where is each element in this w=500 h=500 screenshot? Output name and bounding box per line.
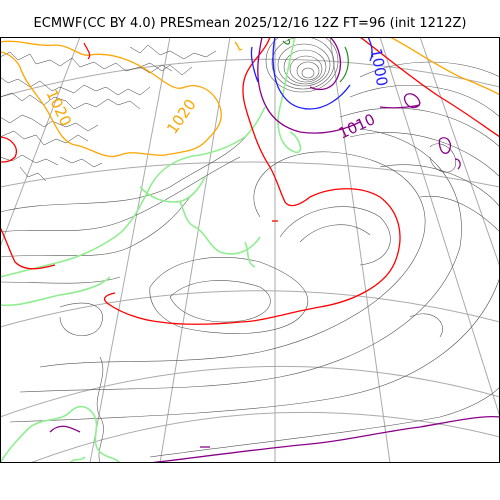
isobar-red — [0, 37, 500, 325]
map-title: ECMWF(CC BY 4.0) PRESmean 2025/12/16 12Z… — [33, 16, 467, 31]
graticule — [0, 37, 500, 463]
pressure-map: 1000 1010 1020 1020 — [0, 37, 500, 463]
isobar-green — [0, 37, 302, 463]
minor-isobars — [0, 61, 500, 463]
label-1020-b: 1020 — [163, 96, 200, 138]
isobar-fragments — [83, 38, 349, 83]
map-frame — [0, 37, 500, 463]
isobar-1000 — [250, 37, 373, 110]
isobar-1010-purple — [49, 37, 500, 463]
label-1010: 1010 — [336, 110, 378, 142]
low-pressure-rings — [265, 37, 339, 93]
terrain-contours — [0, 44, 217, 182]
isobar-1020 — [0, 37, 500, 158]
label-1000: 1000 — [367, 47, 391, 88]
